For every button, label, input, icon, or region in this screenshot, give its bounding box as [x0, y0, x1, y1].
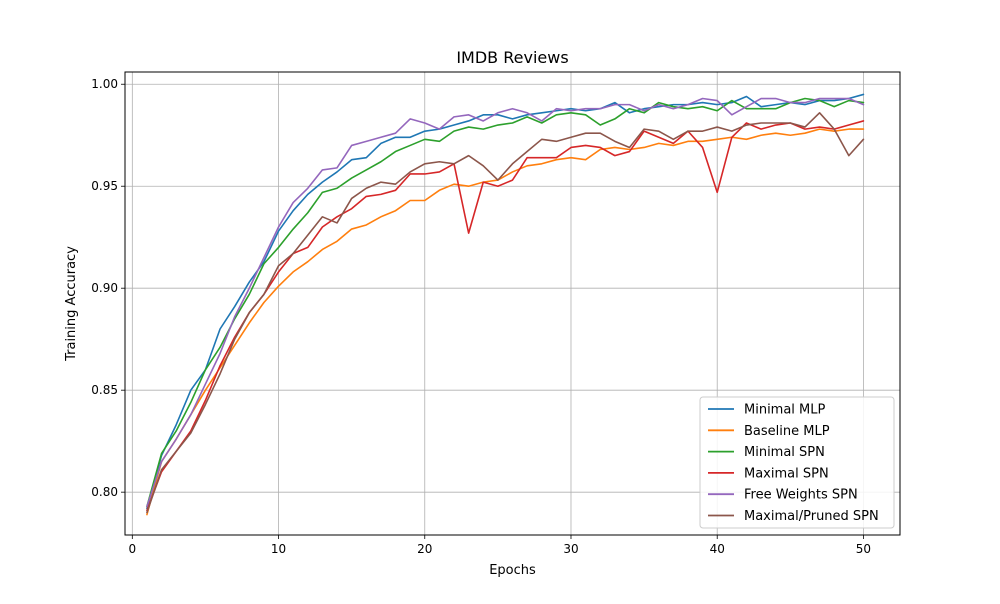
y-tick-label: 1.00 [91, 77, 118, 91]
x-axis-label: Epochs [489, 563, 536, 578]
legend: Minimal MLP Baseline MLP Minimal SPN Maxima… [699, 396, 895, 529]
series-line-baseline-mlp [146, 128, 865, 516]
y-axis-label: Training Accuracy [64, 246, 79, 362]
y-tick-label: 0.80 [91, 485, 118, 499]
series-line-free-weights-spn [146, 97, 865, 508]
legend-box [699, 396, 895, 529]
x-tick-label: 40 [710, 542, 725, 556]
y-tick-label: 0.90 [91, 281, 118, 295]
y-tick-label: 0.95 [91, 179, 118, 193]
legend-entry: Free Weights SPN [744, 488, 858, 503]
chart-title: IMDB Reviews [456, 48, 568, 67]
plot-area-frame [124, 71, 901, 536]
series-line-maximal-pruned-spn [146, 111, 865, 514]
legend-entry: Maximal/Pruned SPN [744, 509, 879, 524]
legend-entry: Baseline MLP [744, 424, 830, 439]
legend-entry: Minimal SPN [744, 445, 825, 460]
x-tick-label: 10 [271, 542, 286, 556]
x-tick-label: 20 [417, 542, 432, 556]
y-tick-label: 0.85 [91, 383, 118, 397]
legend-entry: Maximal SPN [744, 466, 829, 481]
legend-entry: Minimal MLP [744, 403, 826, 418]
series-lines [146, 93, 865, 516]
x-tick-label: 50 [856, 542, 871, 556]
x-tick-label: 0 [128, 542, 136, 556]
x-tick-label: 30 [563, 542, 578, 556]
axis-ticks: 0 10 20 30 40 50 0.80 0.85 0.90 0.95 1.00 [91, 77, 871, 556]
series-line-minimal-mlp [146, 93, 865, 510]
